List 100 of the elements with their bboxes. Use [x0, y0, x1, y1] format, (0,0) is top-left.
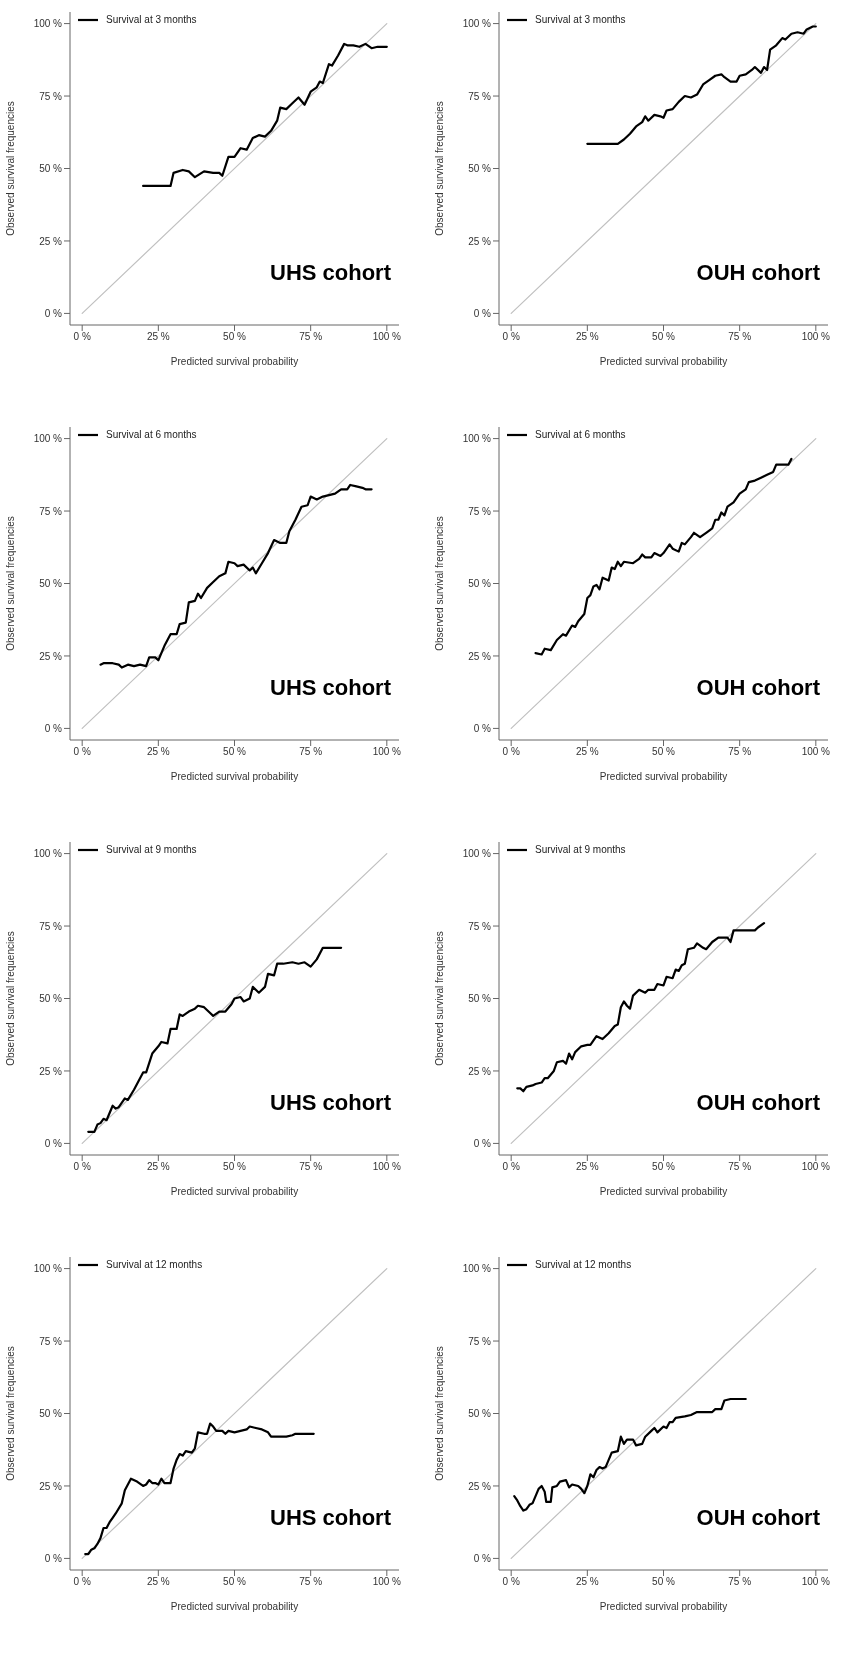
x-tick-label: 0 %: [73, 1161, 91, 1173]
y-tick-label: 75 %: [468, 90, 492, 102]
y-tick-label: 100 %: [33, 1263, 63, 1275]
y-tick-label: 25 %: [39, 1480, 63, 1492]
x-tick-label: 75 %: [728, 1161, 752, 1173]
y-tick-label: 50 %: [39, 1408, 63, 1420]
x-tick-label: 75 %: [299, 331, 323, 343]
y-tick-label: 0 %: [44, 307, 63, 319]
x-tick-label: 50 %: [223, 1576, 246, 1588]
annotation: OUH cohort: [696, 1505, 820, 1531]
y-tick-label: 0 %: [44, 722, 63, 734]
line-series: [99, 483, 373, 669]
x-axis-title: Predicted survival probability: [170, 1601, 299, 1612]
line-series: [513, 1397, 747, 1512]
y-tick-label: 100 %: [33, 18, 63, 30]
y-tick-label: 0 %: [473, 1552, 492, 1564]
y-tick-label: 100 %: [33, 848, 63, 860]
y-tick-label: 0 %: [473, 307, 492, 319]
y-axis-title: Observed survival frequencies: [4, 931, 16, 1066]
x-tick-label: 0 %: [502, 1161, 520, 1173]
y-tick-label: 75 %: [39, 505, 63, 517]
y-tick-label: 25 %: [39, 235, 63, 247]
y-axis-title: Observed survival frequencies: [433, 516, 445, 651]
x-tick-label: 75 %: [728, 1576, 752, 1588]
x-tick-label: 75 %: [299, 1576, 323, 1588]
y-axis-title: Observed survival frequencies: [433, 1346, 445, 1481]
x-tick-label: 25 %: [575, 746, 599, 758]
x-axis-title: Predicted survival probability: [599, 1186, 728, 1197]
annotation: UHS cohort: [270, 675, 391, 701]
y-tick-label: 75 %: [468, 1335, 492, 1347]
x-tick-label: 100 %: [372, 746, 402, 758]
x-tick-label: 50 %: [652, 1161, 675, 1173]
y-tick-label: 75 %: [39, 1335, 63, 1347]
annotation: UHS cohort: [270, 1505, 391, 1531]
y-tick-label: 100 %: [462, 433, 492, 445]
y-tick-label: 25 %: [39, 1065, 63, 1077]
x-tick-label: 25 %: [146, 746, 170, 758]
y-axis-title: Observed survival frequencies: [4, 516, 16, 651]
y-tick-label: 25 %: [468, 1480, 492, 1492]
annotation: UHS cohort: [270, 1090, 391, 1116]
x-tick-label: 0 %: [73, 746, 91, 758]
x-tick-label: 75 %: [299, 746, 323, 758]
x-tick-label: 25 %: [146, 1161, 170, 1173]
x-tick-label: 25 %: [575, 1576, 599, 1588]
legend-label: Survival at 12 months: [106, 1259, 203, 1270]
x-tick-label: 100 %: [801, 331, 831, 343]
x-tick-label: 50 %: [652, 746, 675, 758]
line-series: [84, 1422, 315, 1556]
x-tick-label: 0 %: [73, 1576, 91, 1588]
x-tick-label: 0 %: [502, 331, 520, 343]
x-tick-label: 100 %: [801, 1576, 831, 1588]
x-tick-label: 100 %: [801, 1161, 831, 1173]
x-tick-label: 50 %: [652, 1576, 675, 1588]
line-series: [586, 25, 817, 145]
y-axis-title: Observed survival frequencies: [4, 1346, 16, 1481]
y-axis-title: Observed survival frequencies: [4, 101, 16, 236]
y-tick-label: 100 %: [462, 18, 492, 30]
y-axis-title: Observed survival frequencies: [433, 931, 445, 1066]
y-tick-label: 0 %: [473, 1137, 492, 1149]
x-tick-label: 50 %: [223, 331, 246, 343]
x-tick-label: 0 %: [502, 746, 520, 758]
x-tick-label: 50 %: [652, 331, 675, 343]
legend-label: Survival at 3 months: [106, 14, 197, 25]
annotation: UHS cohort: [270, 260, 391, 286]
x-tick-label: 0 %: [502, 1576, 520, 1588]
line-series: [142, 42, 388, 187]
x-tick-label: 100 %: [372, 1161, 402, 1173]
x-tick-label: 50 %: [223, 1161, 246, 1173]
x-tick-label: 100 %: [801, 746, 831, 758]
legend-label: Survival at 12 months: [535, 1259, 632, 1270]
y-tick-label: 50 %: [39, 578, 63, 590]
x-axis-title: Predicted survival probability: [170, 771, 299, 782]
legend-label: Survival at 6 months: [535, 429, 626, 440]
x-axis-title: Predicted survival probability: [170, 356, 299, 367]
x-tick-label: 25 %: [146, 331, 170, 343]
annotation: OUH cohort: [696, 675, 820, 701]
x-tick-label: 75 %: [728, 746, 752, 758]
y-tick-label: 75 %: [468, 505, 492, 517]
y-tick-label: 0 %: [44, 1137, 63, 1149]
y-tick-label: 50 %: [468, 163, 492, 175]
x-axis-title: Predicted survival probability: [170, 1186, 299, 1197]
x-axis-title: Predicted survival probability: [599, 1601, 728, 1612]
x-tick-label: 75 %: [299, 1161, 323, 1173]
legend-label: Survival at 9 months: [106, 844, 197, 855]
x-tick-label: 0 %: [73, 331, 91, 343]
x-tick-label: 25 %: [575, 1161, 599, 1173]
y-tick-label: 0 %: [44, 1552, 63, 1564]
y-tick-label: 25 %: [468, 1065, 492, 1077]
y-tick-label: 25 %: [39, 650, 63, 662]
y-tick-label: 100 %: [462, 1263, 492, 1275]
y-tick-label: 25 %: [468, 235, 492, 247]
y-tick-label: 50 %: [468, 993, 492, 1005]
y-tick-label: 75 %: [468, 920, 492, 932]
x-tick-label: 100 %: [372, 331, 402, 343]
y-tick-label: 50 %: [468, 578, 492, 590]
y-tick-label: 75 %: [39, 90, 63, 102]
line-series: [534, 457, 793, 656]
x-axis-title: Predicted survival probability: [599, 356, 728, 367]
x-tick-label: 25 %: [575, 331, 599, 343]
y-tick-label: 100 %: [33, 433, 63, 445]
